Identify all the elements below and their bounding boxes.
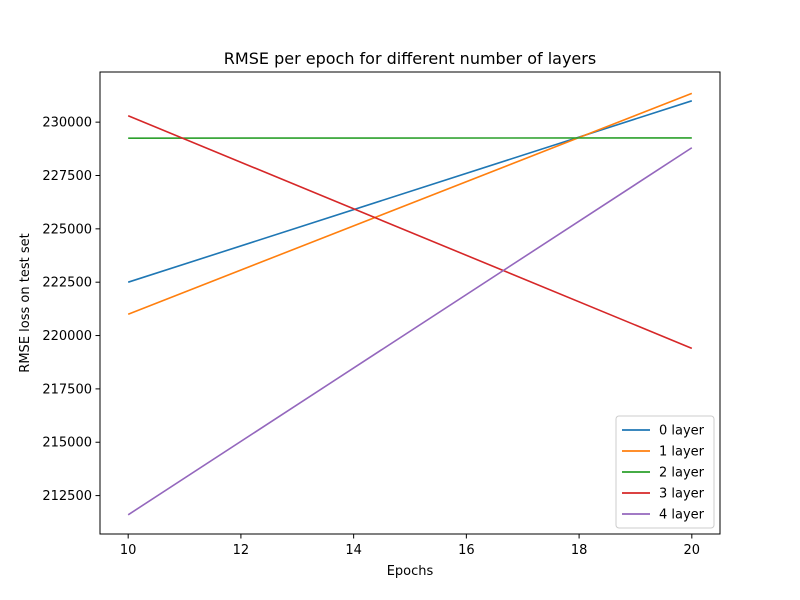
x-axis-title: Epochs <box>387 564 434 579</box>
plot-frame <box>99 71 721 535</box>
y-tick-label-3: 220000 <box>42 329 92 344</box>
x-tick-label-2: 14 <box>345 543 362 558</box>
legend-label-0: 0 layer <box>659 424 705 439</box>
x-tick-label-5: 20 <box>684 543 701 558</box>
series-line-4 <box>127 147 693 516</box>
legend-box <box>615 415 715 529</box>
y-tick-label-2: 217500 <box>42 382 92 397</box>
y-tick-label-7: 230000 <box>42 116 92 131</box>
x-tick-label-1: 12 <box>233 543 250 558</box>
y-axis-title: RMSE loss on test set <box>18 233 33 372</box>
series-layer <box>127 92 693 516</box>
legend: 0 layer 1 layer 2 layer 3 layer 4 layer <box>615 415 715 529</box>
legend-label-3: 3 layer <box>659 487 705 502</box>
y-tick-label-4: 222500 <box>42 276 92 291</box>
y-tick-label-0: 212500 <box>42 489 92 504</box>
series-line-0 <box>127 100 693 283</box>
x-tick-label-0: 10 <box>120 543 137 558</box>
y-tick-label-5: 225000 <box>42 222 92 237</box>
chart-title: RMSE per epoch for different number of l… <box>224 49 596 68</box>
y-tick-label-1: 215000 <box>42 436 92 451</box>
legend-label-2: 2 layer <box>659 466 705 481</box>
legend-label-4: 4 layer <box>659 508 705 523</box>
x-tick-label-3: 16 <box>458 543 475 558</box>
y-tick-label-6: 227500 <box>42 169 92 184</box>
series-line-1 <box>127 92 693 315</box>
y-axis: 212500 215000 217500 220000 222500 225000 2275… <box>42 116 100 504</box>
series-line-3 <box>127 115 693 350</box>
x-tick-label-4: 18 <box>571 543 588 558</box>
x-axis: 10 12 14 16 18 20 <box>120 534 700 558</box>
legend-label-1: 1 layer <box>659 445 705 460</box>
